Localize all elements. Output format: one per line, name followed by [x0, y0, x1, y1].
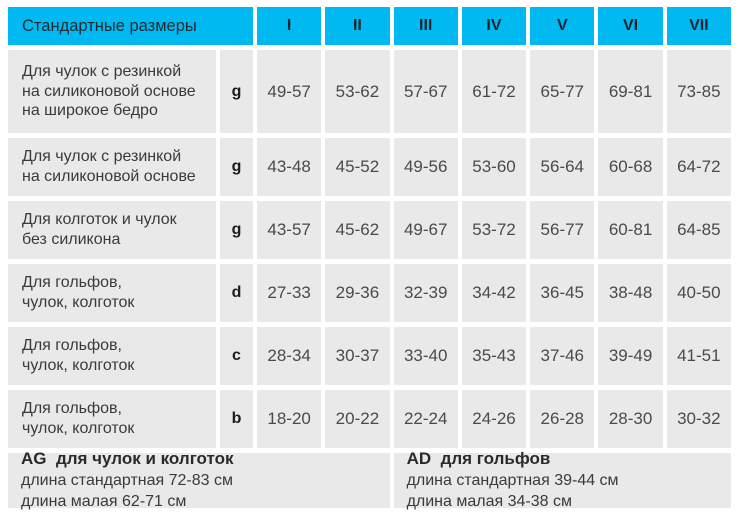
size-value: 22-24	[393, 390, 458, 448]
size-value: 69-81	[598, 50, 663, 133]
footer-note-ad: AD для гольфов длина стандартная 39-44 с…	[393, 449, 731, 510]
row-label: Для колготок и чулок без силикона	[8, 201, 216, 259]
size-value: 64-85	[666, 201, 731, 259]
size-value: 37-46	[530, 327, 595, 385]
size-value: 28-34	[257, 327, 322, 385]
size-value: 60-68	[598, 138, 663, 196]
size-value: 33-40	[393, 327, 458, 385]
size-value: 26-28	[530, 390, 595, 448]
size-value: 57-67	[393, 50, 458, 133]
row-label: Для чулок с резинкой на силиконовой осно…	[8, 50, 216, 133]
size-value: 49-56	[393, 138, 458, 196]
size-value: 32-39	[393, 264, 458, 322]
footer-note-ad-title: AD для гольфов	[406, 449, 551, 469]
size-value: 43-48	[257, 138, 322, 196]
row-label: Для гольфов, чулок, колготок	[8, 264, 216, 322]
size-value: 49-57	[257, 50, 322, 133]
size-value: 43-57	[257, 201, 322, 259]
column-header-5: V	[530, 7, 595, 45]
size-value: 65-77	[530, 50, 595, 133]
size-value: 53-60	[461, 138, 527, 196]
size-value: 18-20	[257, 390, 322, 448]
size-value: 49-67	[393, 201, 458, 259]
size-value: 20-22	[325, 390, 390, 448]
measure-letter: c	[220, 327, 253, 385]
column-header-6: VI	[598, 7, 663, 45]
column-header-3: III	[393, 7, 458, 45]
size-table: Стандартные размеры I II III IV V VI VII…	[8, 7, 731, 510]
size-value: 60-81	[598, 201, 663, 259]
footer-note-ad-line1: длина стандартная 39-44 см	[406, 472, 619, 490]
size-value: 28-30	[598, 390, 663, 448]
size-value: 34-42	[461, 264, 527, 322]
size-value: 73-85	[666, 50, 731, 133]
size-value: 39-49	[598, 327, 663, 385]
row-label: Для чулок с резинкой на силиконовой осно…	[8, 138, 216, 196]
measure-letter: g	[220, 201, 253, 259]
measure-letter: g	[220, 50, 253, 133]
table-title: Стандартные размеры	[8, 7, 253, 45]
size-value: 41-51	[666, 327, 731, 385]
size-value: 64-72	[666, 138, 731, 196]
footer-note-ag: AG для чулок и колготок длина стандартна…	[8, 449, 390, 510]
size-value: 38-48	[598, 264, 663, 322]
measure-letter: b	[220, 390, 253, 448]
footer-note-ag-line2: длина малая 62-71 см	[21, 492, 187, 510]
column-header-7: VII	[666, 7, 731, 45]
size-value: 61-72	[461, 50, 527, 133]
size-value: 56-77	[530, 201, 595, 259]
column-header-2: II	[325, 7, 390, 45]
column-header-1: I	[257, 7, 322, 45]
size-value: 27-33	[257, 264, 322, 322]
row-label: Для гольфов, чулок, колготок	[8, 327, 216, 385]
footer-note-ag-title: AG для чулок и колготок	[21, 449, 234, 469]
size-value: 56-64	[530, 138, 595, 196]
size-value: 40-50	[666, 264, 731, 322]
size-value: 45-52	[325, 138, 390, 196]
size-value: 29-36	[325, 264, 390, 322]
measure-letter: d	[220, 264, 253, 322]
size-value: 53-72	[461, 201, 527, 259]
column-header-4: IV	[461, 7, 527, 45]
footer-note-ad-line2: длина малая 34-38 см	[406, 492, 572, 510]
measure-letter: g	[220, 138, 253, 196]
size-value: 53-62	[325, 50, 390, 133]
size-value: 36-45	[530, 264, 595, 322]
size-value: 24-26	[461, 390, 527, 448]
row-label: Для гольфов, чулок, колготок	[8, 390, 216, 448]
size-value: 30-37	[325, 327, 390, 385]
size-value: 35-43	[461, 327, 527, 385]
footer-note-ag-line1: длина стандартная 72-83 см	[21, 472, 233, 490]
size-value: 30-32	[666, 390, 731, 448]
size-value: 45-62	[325, 201, 390, 259]
